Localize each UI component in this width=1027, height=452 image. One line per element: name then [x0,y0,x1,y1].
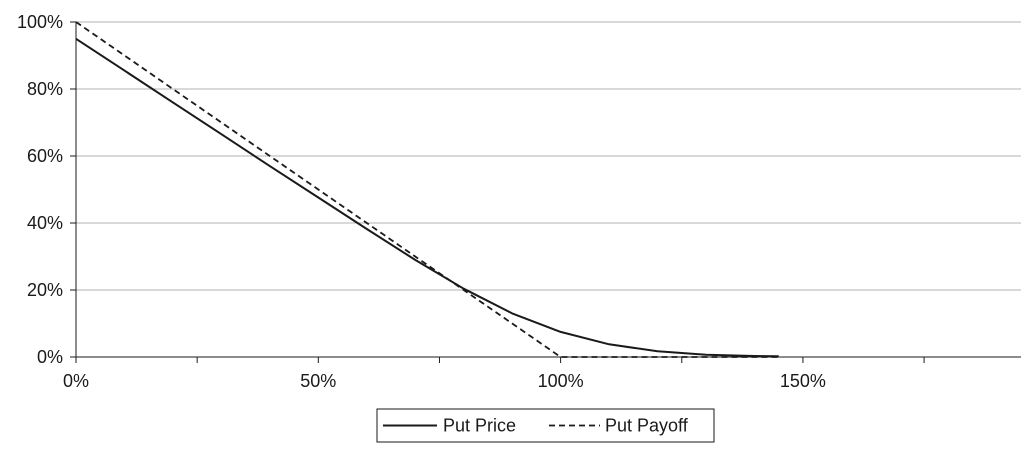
y-tick-label: 0% [37,347,63,367]
y-tick-label: 40% [27,213,63,233]
axes [70,21,1021,363]
x-tick-label: 100% [538,371,584,391]
x-tick-label: 150% [780,371,826,391]
legend: Put Price Put Payoff [376,408,715,443]
legend-label-put-price: Put Price [443,416,516,436]
series-line-put-price [75,37,779,358]
x-tick-labels: 0% 50% 100% 150% [63,371,826,391]
series-line-put-payoff [75,21,779,358]
y-tick-labels: 0% 20% 40% 60% 80% 100% [17,12,63,367]
x-tick-label: 50% [300,371,336,391]
gridlines [76,21,1021,291]
y-tick-label: 20% [27,280,63,300]
y-tick-label: 60% [27,146,63,166]
y-tick-label: 100% [17,12,63,32]
legend-label-put-payoff: Put Payoff [605,416,689,436]
x-tick-label: 0% [63,371,89,391]
series-lines [75,21,779,358]
y-tick-label: 80% [27,79,63,99]
